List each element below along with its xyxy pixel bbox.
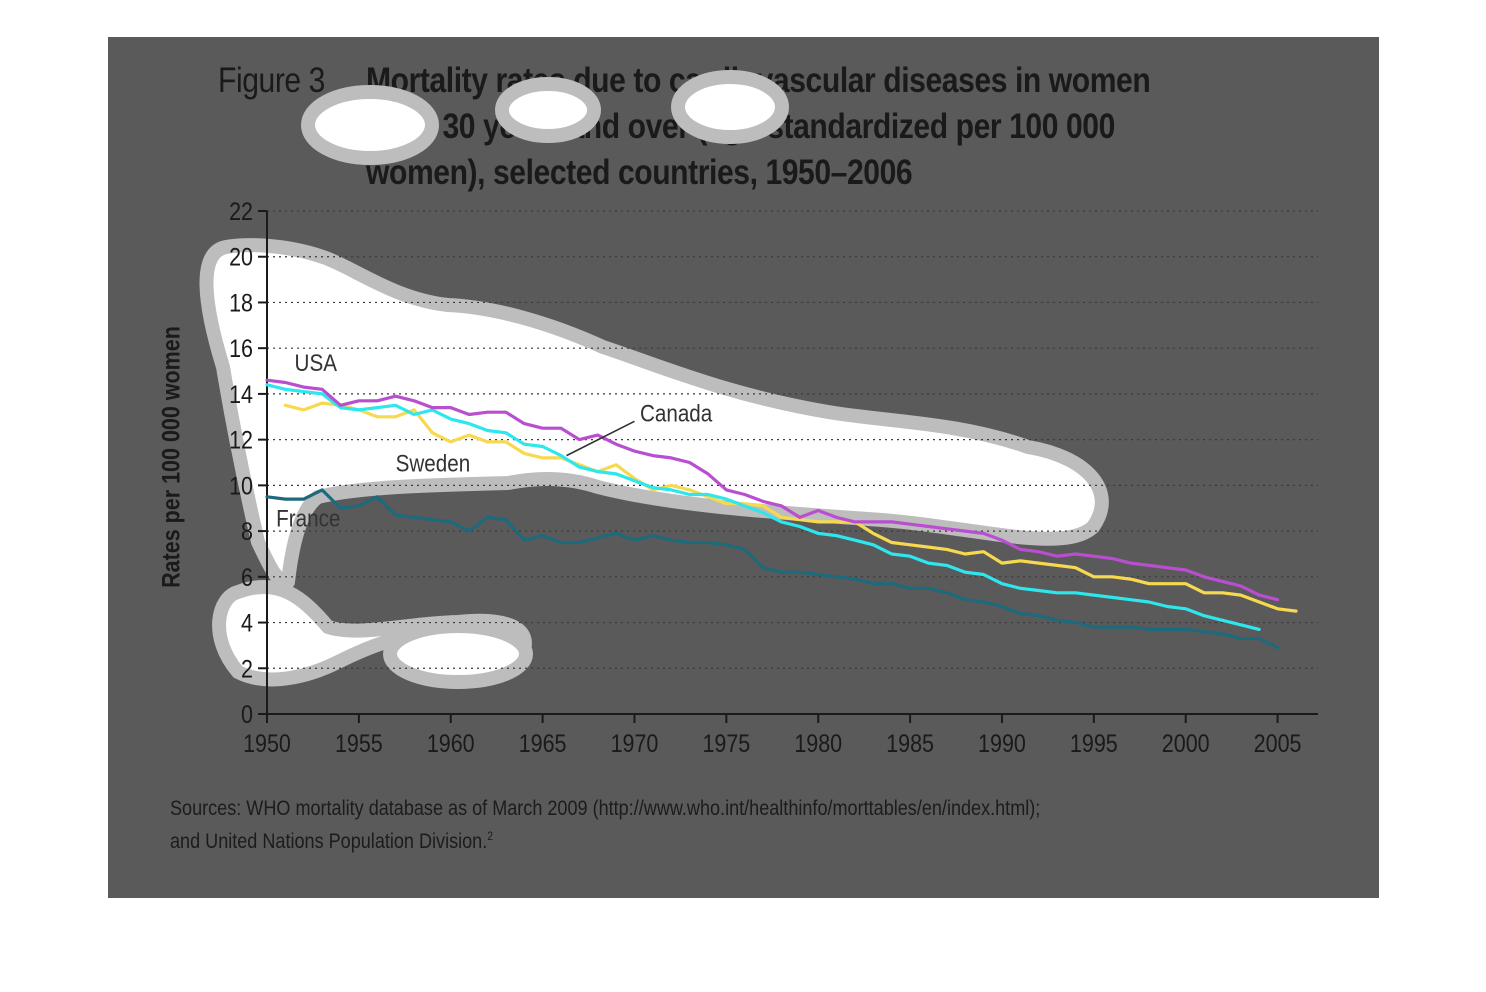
x-tick-label: 2005 [1254, 729, 1302, 757]
y-tick-label: 6 [241, 563, 253, 591]
x-tick-label: 1965 [519, 729, 567, 757]
figure-panel: Figure 3 Mortality rates due to cardiova… [108, 37, 1379, 898]
x-tick-label: 1990 [978, 729, 1026, 757]
y-axis-title: Rates per 100 000 women [157, 326, 186, 588]
highlight-overlay [199, 70, 1109, 689]
chart-title-line-3: women), selected countries, 1950–2006 [366, 153, 913, 192]
series-line-sweden [283, 401, 1298, 613]
y-tick-label: 22 [229, 197, 253, 225]
x-tick-label: 1955 [335, 729, 383, 757]
series-line-usa [265, 378, 1280, 602]
x-tick-label: 1980 [794, 729, 842, 757]
y-tick-label: 18 [229, 289, 253, 317]
highlight-oval-title-1 [301, 85, 439, 165]
y-tick-label: 10 [229, 472, 253, 500]
series-lines [265, 378, 1298, 650]
x-tick-label: 1995 [1070, 729, 1118, 757]
highlight-oval-title-2 [495, 77, 601, 143]
x-tick-label: 1975 [702, 729, 750, 757]
axes: 0 2 4 6 8 10 12 14 16 18 20 22 1950 1955 1960 1965 1970 1… [229, 197, 1318, 757]
y-tick-label: 4 [241, 609, 253, 637]
y-tick-label: 20 [229, 243, 253, 271]
canada-leader-line [566, 420, 635, 457]
x-tick-label: 1970 [611, 729, 659, 757]
highlight-oval-title-3 [671, 70, 789, 144]
x-tick-label: 2000 [1162, 729, 1210, 757]
y-tick-label: 8 [241, 518, 253, 546]
series-line-france [265, 488, 1280, 650]
line-chart: 0 2 4 6 8 10 12 14 16 18 20 22 1950 1955 1960 1965 1970 1… [199, 70, 1318, 757]
source-line-1: Sources: WHO mortality database as of Ma… [170, 797, 1041, 820]
y-tick-label: 0 [241, 700, 253, 728]
highlight-oval-bottom [383, 619, 533, 689]
source-line-2: and United Nations Population Division.2 [170, 829, 493, 854]
y-tick-label: 14 [229, 380, 253, 408]
figure-number: Figure 3 [218, 61, 325, 100]
x-tick-label: 1985 [886, 729, 934, 757]
series-label-france: France [276, 505, 340, 532]
x-tick-label: 1960 [427, 729, 475, 757]
source-footnote-marker: 2 [487, 829, 493, 843]
y-tick-label: 2 [241, 655, 253, 683]
series-label-sweden: Sweden [396, 450, 471, 477]
source-line-2-text: and United Nations Population Division. [170, 830, 488, 853]
series-label-usa: USA [295, 350, 337, 377]
series-line-canada [265, 383, 1261, 632]
series-label-canada: Canada [640, 400, 713, 427]
series-labels: USA Canada Sweden France [276, 350, 713, 532]
y-tick-label: 12 [229, 426, 253, 454]
x-tick-label: 1950 [243, 729, 291, 757]
y-tick-label: 16 [229, 335, 253, 363]
gridlines [267, 210, 1318, 669]
figure-label: Figure 3 [218, 61, 325, 101]
